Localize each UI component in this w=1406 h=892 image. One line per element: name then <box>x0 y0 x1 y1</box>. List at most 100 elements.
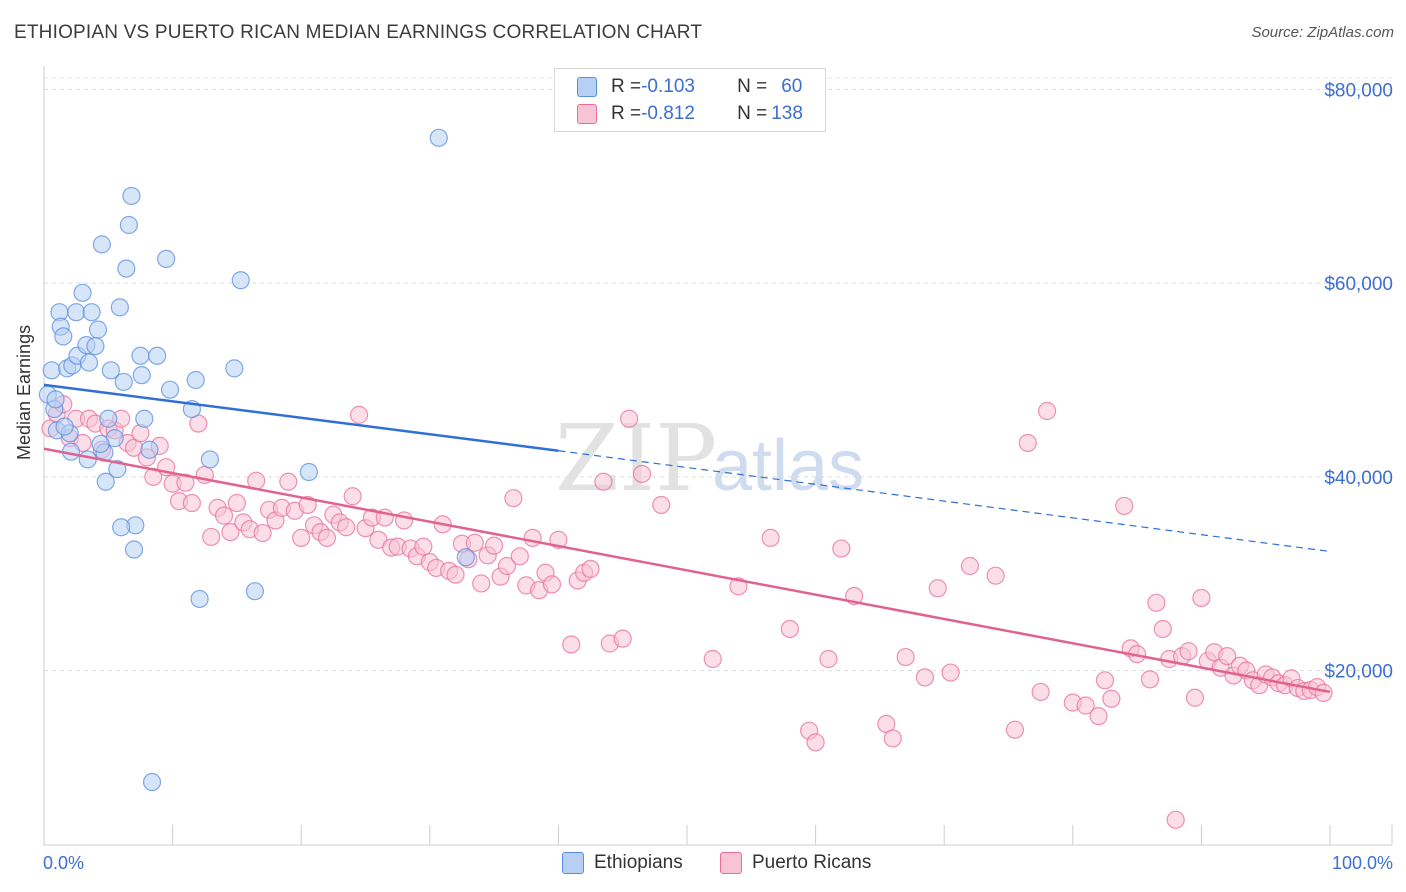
data-point-puerto-ricans <box>542 575 562 594</box>
data-point-ethiopians <box>101 361 120 380</box>
x-tick-min: 0.0% <box>43 853 85 873</box>
data-point-puerto-ricans <box>523 528 542 548</box>
data-point-puerto-ricans <box>581 559 600 579</box>
legend-row-puerto-ricans: R = -0.812 N = 138 <box>577 102 803 126</box>
data-point-puerto-ricans <box>446 565 465 584</box>
data-point-puerto-ricans <box>780 619 799 639</box>
axes <box>43 66 1393 846</box>
data-point-ethiopians <box>86 336 105 356</box>
y-tick-label: $40,000 <box>1324 468 1393 489</box>
data-point-ethiopians <box>91 434 110 454</box>
data-point-ethiopians <box>42 361 61 380</box>
legend-swatch-ethiopians <box>562 852 584 874</box>
data-point-puerto-ricans <box>1018 433 1037 453</box>
data-point-puerto-ricans <box>928 579 947 598</box>
legend-item-ethiopians[interactable]: Ethiopians <box>562 852 683 874</box>
data-point-puerto-ricans <box>414 537 433 556</box>
data-point-ethiopians <box>110 298 129 317</box>
data-point-puerto-ricans <box>176 473 195 492</box>
data-point-ethiopians <box>190 589 209 609</box>
data-point-puerto-ricans <box>986 566 1005 585</box>
legend-row-ethiopians: R = -0.103 N = 60 <box>577 75 802 99</box>
watermark: ZIP atlas <box>555 405 864 512</box>
data-point-puerto-ricans <box>620 409 639 428</box>
source-label: Source: ZipAtlas.com <box>1251 24 1394 41</box>
data-point-ethiopians <box>79 353 99 372</box>
data-point-puerto-ricans <box>1140 670 1160 689</box>
data-point-ethiopians <box>429 128 448 147</box>
watermark-atlas: atlas <box>712 426 864 506</box>
data-point-puerto-ricans <box>761 528 780 548</box>
data-point-puerto-ricans <box>182 493 201 513</box>
trend-lines <box>43 383 1331 694</box>
legend-n-label: N = <box>737 103 768 124</box>
legend-item-puerto-ricans[interactable]: Puerto Ricans <box>720 852 871 874</box>
legend-label-ethiopians: Ethiopians <box>594 852 683 873</box>
data-point-puerto-ricans <box>896 647 915 667</box>
data-point-puerto-ricans <box>1218 646 1237 666</box>
data-point-puerto-ricans <box>594 472 613 491</box>
data-point-puerto-ricans <box>202 527 221 547</box>
legend-r-label: R = <box>611 103 642 124</box>
data-point-puerto-ricans <box>613 629 632 648</box>
legend-r-value: -0.812 <box>641 103 695 124</box>
data-point-ethiopians <box>135 409 154 428</box>
data-point-ethiopians <box>160 380 180 399</box>
data-point-puerto-ricans <box>317 528 337 548</box>
y-axis-label: Median Earnings <box>14 324 34 460</box>
legend-swatch-puerto-ricans <box>720 852 742 874</box>
data-point-puerto-ricans <box>472 574 491 593</box>
data-point-ethiopians <box>92 235 111 254</box>
data-point-puerto-ricans <box>1095 671 1115 690</box>
trend-line-puerto-ricans <box>43 447 1331 694</box>
data-point-ethiopians <box>142 772 162 792</box>
data-point-puerto-ricans <box>1076 696 1095 715</box>
data-point-puerto-ricans <box>1166 810 1185 829</box>
data-point-puerto-ricans <box>960 556 980 576</box>
legend-n-label: N = <box>737 76 768 97</box>
data-point-puerto-ricans <box>504 489 523 508</box>
data-point-puerto-ricans <box>227 493 246 513</box>
data-point-ethiopians <box>67 303 86 322</box>
data-point-ethiopians <box>82 303 101 322</box>
data-point-ethiopians <box>148 346 167 365</box>
data-point-ethiopians <box>112 518 131 537</box>
data-point-ethiopians <box>114 372 133 392</box>
data-point-puerto-ricans <box>343 487 362 506</box>
x-tick-max: 100.0% <box>1331 853 1393 873</box>
data-point-ethiopians <box>96 472 115 491</box>
data-point-ethiopians <box>132 366 151 385</box>
data-point-puerto-ricans <box>819 649 838 669</box>
data-point-puerto-ricans <box>562 635 581 654</box>
data-point-puerto-ricans <box>298 495 317 515</box>
data-point-puerto-ricans <box>806 733 825 752</box>
data-point-puerto-ricans <box>832 539 851 558</box>
data-point-puerto-ricans <box>1089 707 1108 726</box>
data-point-puerto-ricans <box>703 649 722 669</box>
data-point-puerto-ricans <box>465 533 484 552</box>
data-point-ethiopians <box>225 359 244 378</box>
legend-n-value: 60 <box>781 76 803 97</box>
stats-legend: R = -0.103 N = 60 R = -0.812 N = 138 <box>554 68 826 132</box>
data-point-puerto-ricans <box>1115 496 1134 516</box>
data-point-ethiopians <box>140 440 159 459</box>
data-point-ethiopians <box>46 390 65 409</box>
data-point-puerto-ricans <box>349 405 369 424</box>
data-point-ethiopians <box>108 460 127 479</box>
data-point-ethiopians <box>131 346 150 365</box>
data-point-puerto-ricans <box>1031 682 1050 702</box>
data-point-ethiopians <box>299 462 319 482</box>
y-tick-labels: $20,000 $40,000 $60,000 $80,000 <box>1324 80 1393 682</box>
data-point-ethiopians <box>231 271 250 290</box>
data-points <box>38 128 1333 829</box>
data-point-ethiopians <box>54 327 73 346</box>
data-point-ethiopians <box>119 215 138 235</box>
data-point-puerto-ricans <box>941 663 960 682</box>
data-point-puerto-ricans <box>1147 593 1166 612</box>
data-point-puerto-ricans <box>337 518 356 537</box>
data-point-puerto-ricans <box>221 522 240 542</box>
legend-r-value: -0.103 <box>641 76 695 97</box>
gridlines <box>44 77 1392 672</box>
data-point-ethiopians <box>124 540 144 559</box>
series-legend: Ethiopians Puerto Ricans <box>0 852 1406 878</box>
